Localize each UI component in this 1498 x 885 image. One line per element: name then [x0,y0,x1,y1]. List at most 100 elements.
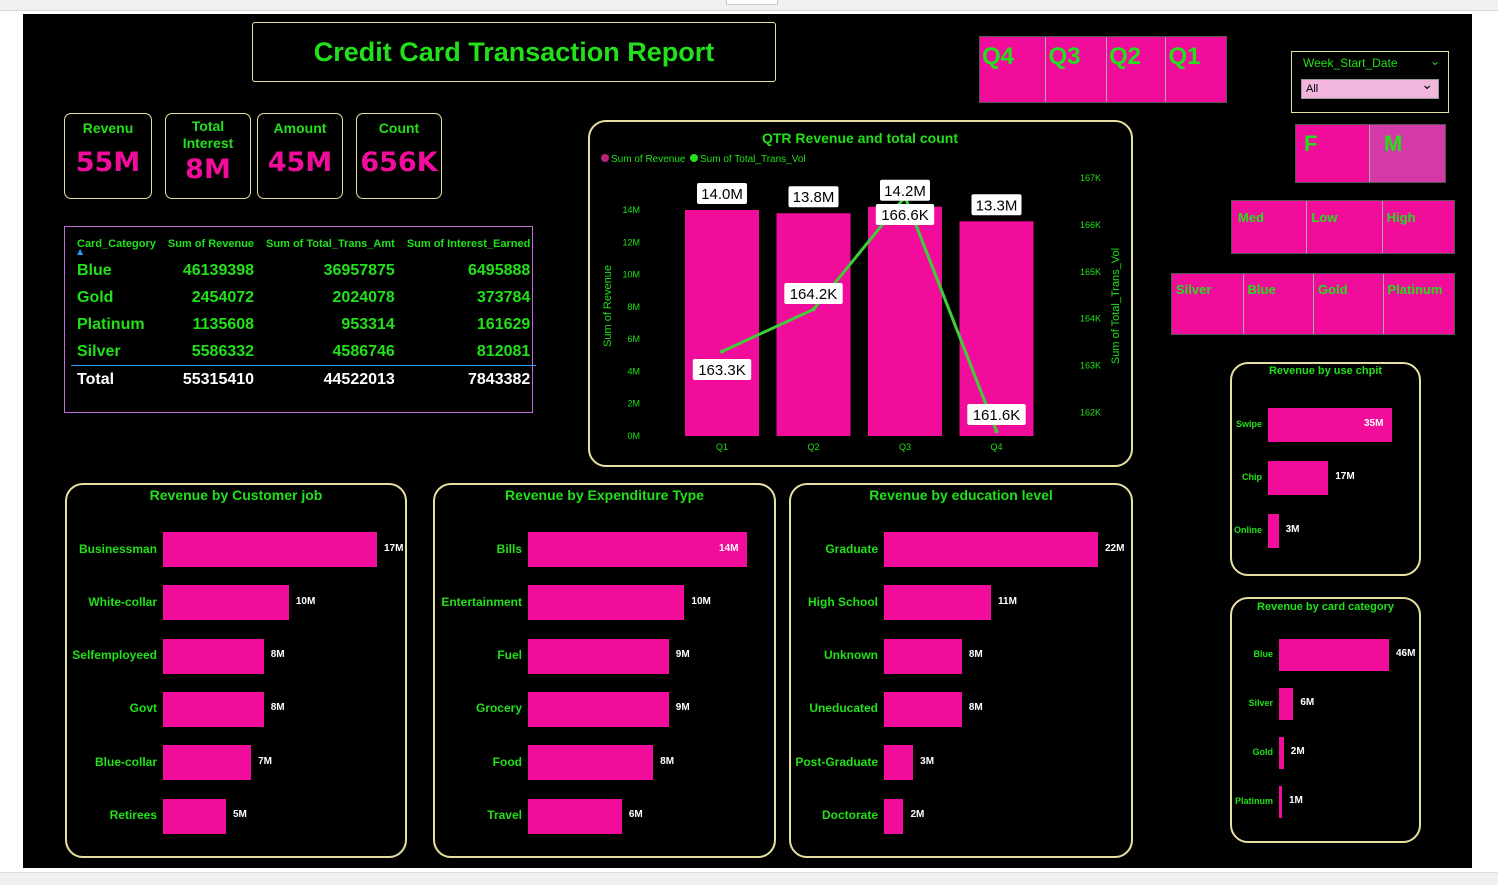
sort-arrow-icon[interactable]: ▲ [77,247,84,256]
bar[interactable] [528,585,685,621]
category-label: Selfemployeed [72,648,157,663]
table-row: Silver 5586332 4586746 812081 [71,338,536,366]
chevron-down-icon[interactable]: ⌄ [1429,54,1440,68]
window-top-bar [0,0,1498,11]
matrix-header[interactable]: Sum of Revenue [167,238,255,250]
legend-volume[interactable]: Sum of Total_Trans_Vol [700,154,806,165]
table-cell: 2454072 [191,288,255,306]
bar[interactable] [884,585,991,621]
y2-tick-label: 167K [1080,173,1101,183]
chart-title: Revenue by education level [869,487,1053,503]
category-label: Govt [129,701,157,716]
y2-tick-label: 166K [1080,220,1101,230]
slicer-item-q2[interactable]: Q2 [1107,37,1167,102]
slicer-item-f[interactable]: F [1296,125,1370,182]
bar[interactable] [884,798,904,834]
category-label: Uneducated [809,701,878,716]
bar[interactable] [528,532,747,567]
bar[interactable] [1268,408,1392,442]
kpi-value: 55M [75,147,141,178]
bar[interactable] [163,585,289,621]
bar[interactable] [884,532,1098,567]
bar[interactable] [528,638,669,674]
kpi-label: Revenu [82,120,134,136]
revenue-bar[interactable] [868,206,942,436]
slicer-item-m[interactable]: M [1369,125,1445,182]
slicer-item-blue[interactable]: Blue [1244,274,1314,334]
slicer-item-med[interactable]: Med [1232,201,1308,253]
bar[interactable] [1268,461,1329,495]
bar[interactable] [1279,786,1282,818]
card-category-matrix: Card_Category Sum of Revenue Sum of Tota… [64,226,537,413]
line-series-volume [720,193,999,434]
bar[interactable] [163,691,264,727]
bar[interactable] [1268,514,1279,548]
bar[interactable] [528,798,622,834]
category-label: Businessman [78,541,157,556]
slicer-item-low[interactable]: Low [1307,201,1383,253]
card-category-panel: Revenue by card category Blue 46M Silver 6M… [1230,597,1421,843]
y2-tick-label: 164K [1080,314,1101,324]
bar[interactable] [1279,737,1284,769]
data-label: 8M [270,702,285,714]
data-label: 9M [675,649,690,661]
table-cell: 1135608 [192,315,255,333]
y2-tick-label: 165K [1080,267,1101,277]
slicer-item-silver[interactable]: Silver [1172,274,1244,334]
slicer-item-q4[interactable]: Q4 [980,37,1047,102]
report-title: Credit Card Transaction Report [313,36,715,67]
category-label: Entertainment [441,594,522,609]
y-tick-label: 12M [622,237,640,247]
matrix-header[interactable]: Card_Category [77,238,156,250]
matrix-header[interactable]: Sum of Total_Trans_Amt [266,238,395,250]
kpi-card-amount: Amount 45M [257,113,343,199]
bar[interactable] [1279,688,1294,720]
volume-data-label: 164.2K [790,286,838,303]
slicer-item-high[interactable]: High [1386,210,1416,225]
bar[interactable] [884,638,962,674]
category-label: High School [808,594,878,609]
bar[interactable] [1279,639,1389,671]
revenue-bar[interactable] [959,221,1034,436]
bar[interactable] [528,745,654,781]
revenue-bar[interactable] [776,213,851,436]
bar[interactable] [163,638,264,674]
window-tab-handle[interactable] [726,0,778,5]
kpi-value: 656K [360,147,438,178]
slicer-item-q1[interactable]: Q1 [1168,43,1201,70]
table-cell: Blue [77,261,112,279]
y-tick-label: 0M [627,431,640,441]
data-label: 8M [968,702,983,714]
revenue-bar[interactable] [685,210,759,436]
data-label: 17M [384,542,404,554]
education-level-panel: Revenue by education level Graduate 22M Hi… [789,483,1133,858]
volume-point [811,307,816,312]
bar[interactable] [884,691,962,727]
data-label: 10M [295,595,316,607]
data-label: 2M [910,809,925,820]
y-tick-label: 14M [622,205,640,215]
slicer-item-platinum[interactable]: Platinum [1387,282,1443,297]
report-title-box: Credit Card Transaction Report [252,22,776,82]
bar[interactable] [163,745,252,781]
bar[interactable] [884,745,914,781]
week-filter-dropdown[interactable]: All ⌄ [1301,77,1439,99]
table-cell: Gold [77,288,114,306]
bar[interactable] [163,798,226,834]
kpi-value: 8M [185,154,231,185]
x-tick-label: Q4 [990,442,1002,452]
bar[interactable] [163,532,377,567]
revenue-data-label: 13.8M [793,189,835,206]
slicer-item-gold[interactable]: Gold [1314,274,1384,334]
table-row: Blue 46139398 36957875 6495888 [71,257,536,284]
legend-revenue[interactable]: Sum of Revenue [611,154,686,165]
matrix-header[interactable]: Sum of Interest_Earned [406,238,531,250]
data-label: 14M [719,542,739,554]
slicer-item-q3[interactable]: Q3 [1046,37,1107,102]
table-total-row: Total 55315410 44522013 7843382 [71,365,537,393]
volume-data-label-bg [967,404,1026,425]
data-label: 3M [920,755,935,767]
bar[interactable] [528,691,669,727]
kpi-label: Amount [273,120,327,136]
legend-marker-revenue [601,154,609,162]
